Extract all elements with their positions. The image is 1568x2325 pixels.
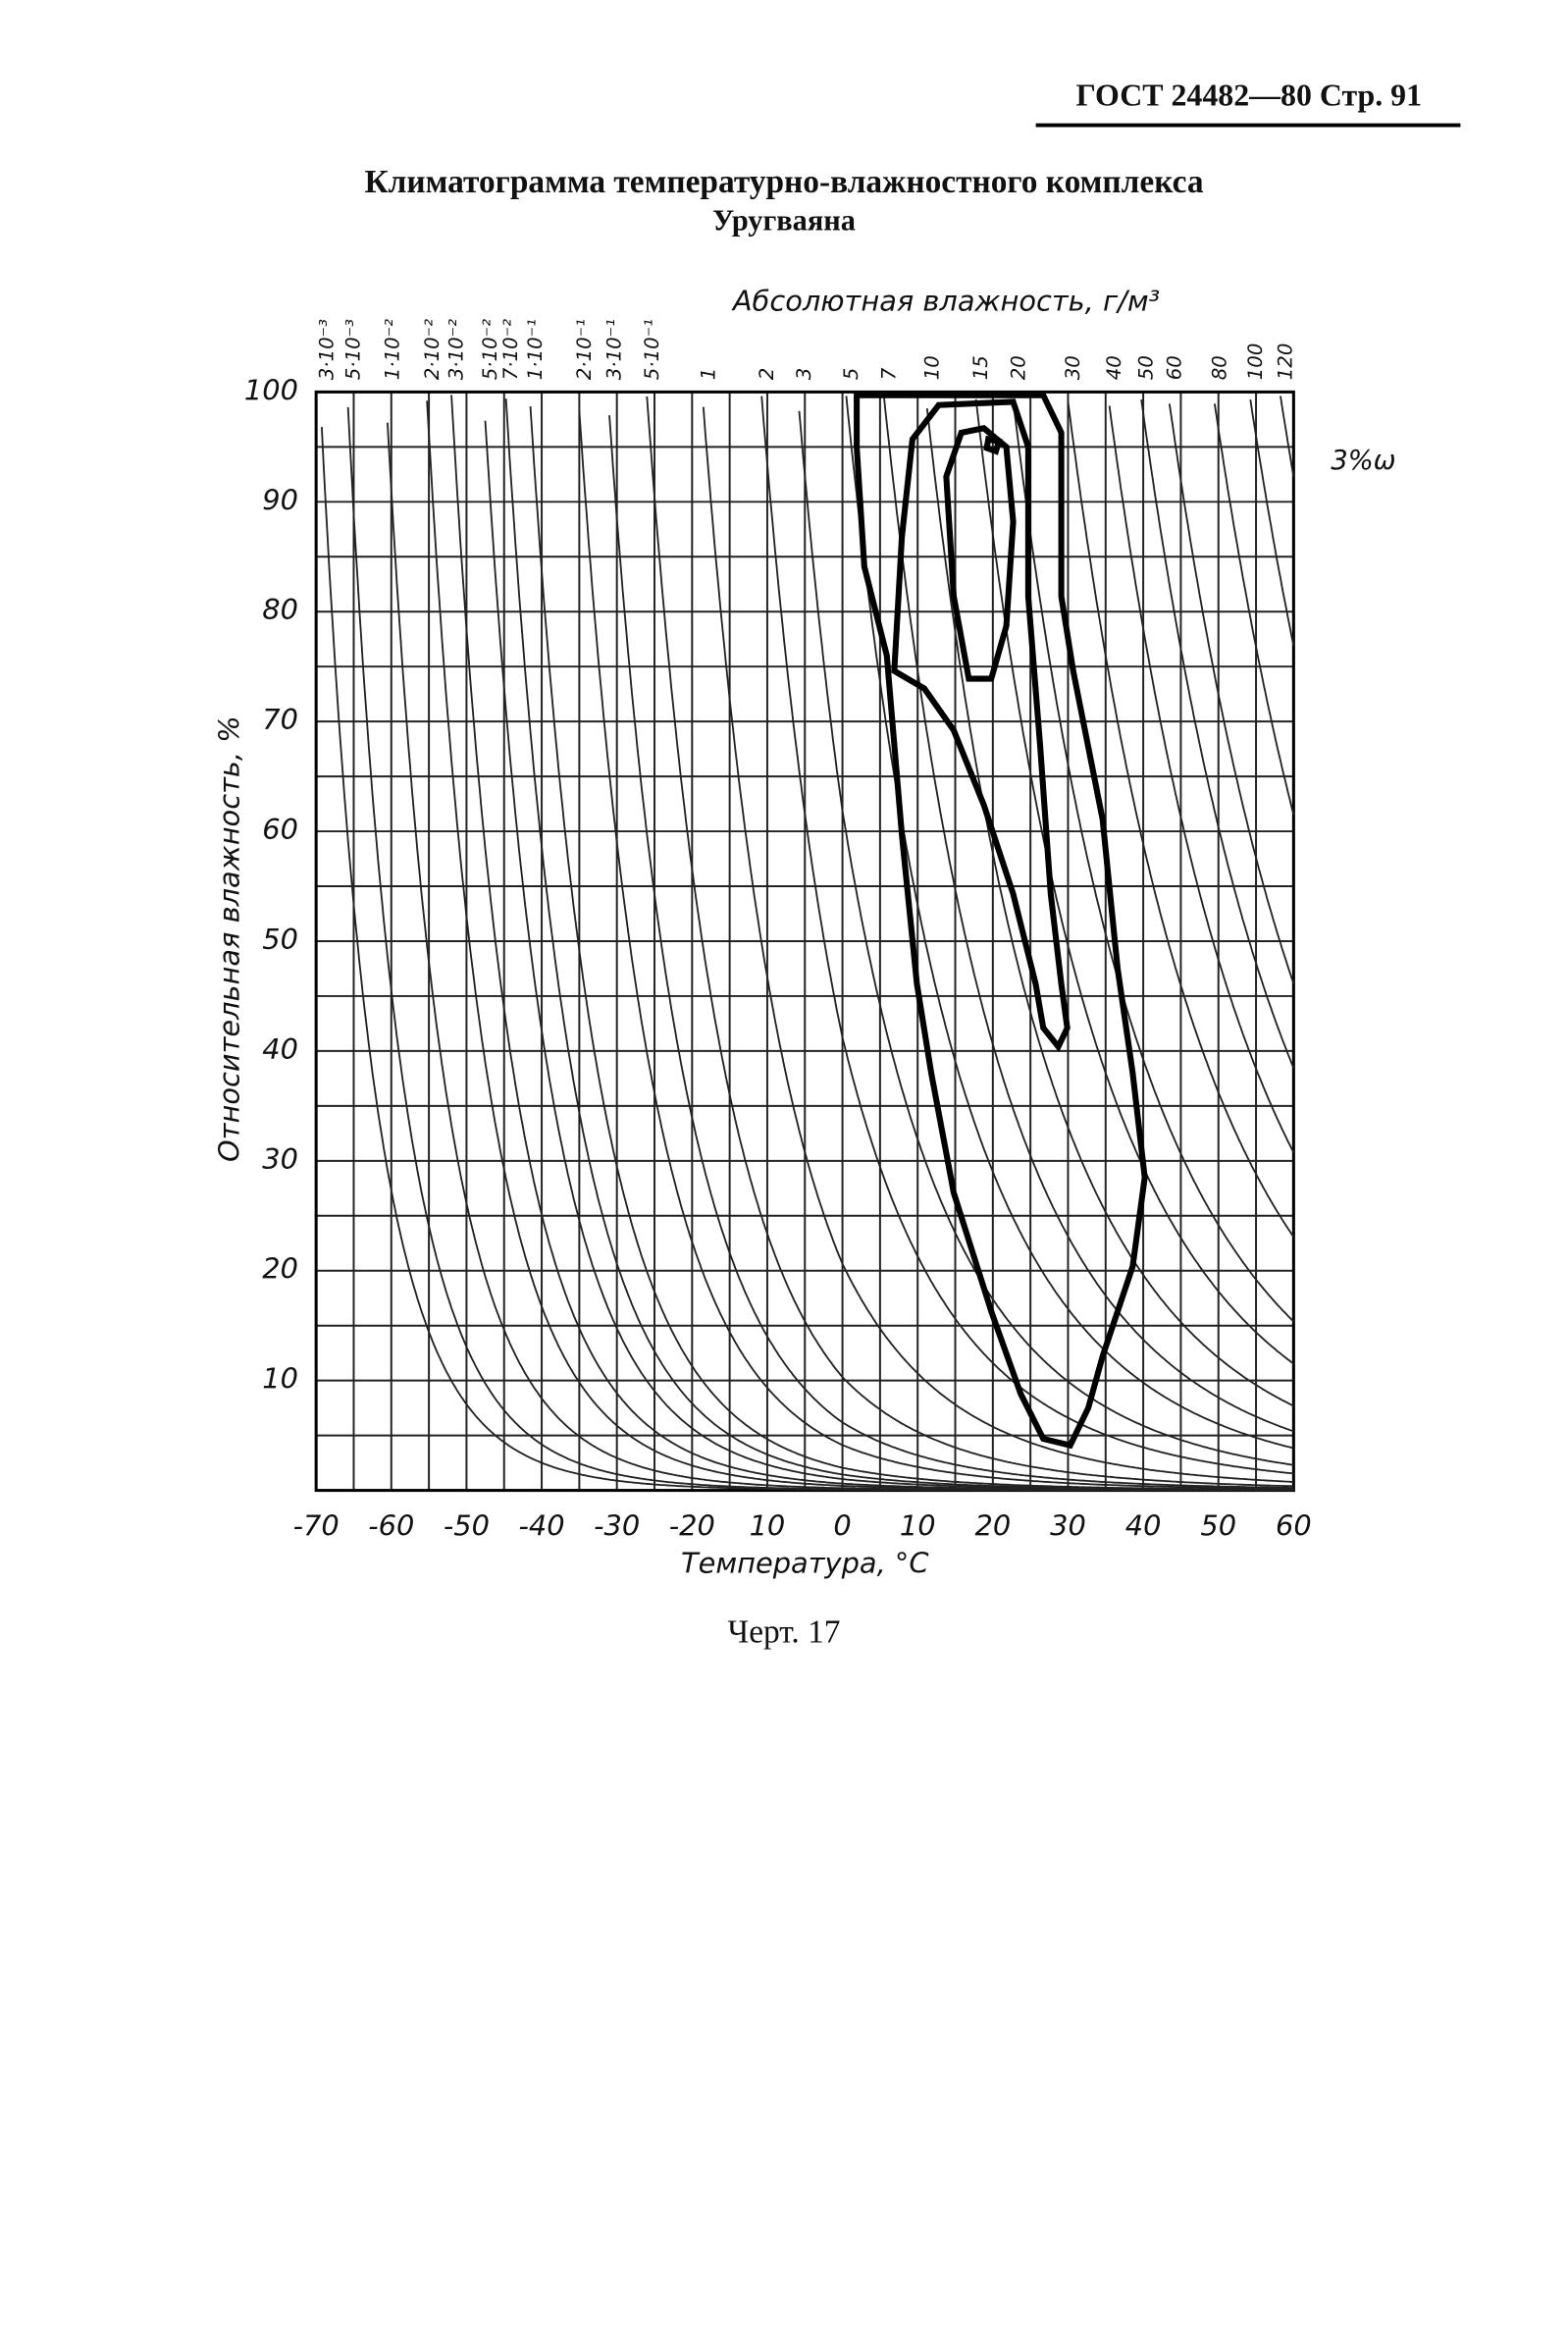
page-header: ГОСТ 24482—80 Стр. 91	[1076, 79, 1423, 113]
y-tick-label: 20	[262, 1252, 298, 1286]
abs-humidity-label: 5·10⁻²	[479, 319, 501, 380]
x-tick-label: 0	[833, 1509, 851, 1543]
x-axis-label: Температура, °С	[681, 1547, 929, 1580]
contour-line	[891, 398, 1071, 1053]
abs-humidity-label: 5·10⁻¹	[641, 319, 663, 380]
abs-humidity-line	[1249, 399, 1295, 647]
abs-humidity-label: 2·10⁻²	[421, 319, 444, 380]
x-tick-label: 10	[750, 1509, 786, 1543]
x-tick-label: -40	[518, 1509, 564, 1543]
annotation: 3%ω	[1331, 446, 1395, 476]
abs-humidity-label: 7·10⁻²	[499, 319, 522, 380]
abs-humidity-label: 40	[1103, 355, 1125, 380]
abs-humidity-label: 120	[1275, 343, 1297, 381]
abs-humidity-line	[1213, 403, 1295, 816]
contour-line	[983, 435, 1003, 455]
y-tick-label: 50	[262, 923, 298, 956]
x-tick-label: 20	[974, 1509, 1011, 1543]
abs-humidity-label: 20	[1007, 355, 1029, 380]
abs-humidity-line	[974, 398, 1294, 1365]
abs-humidity-line	[426, 400, 1294, 1492]
abs-humidity-line	[1280, 396, 1295, 477]
contour-line	[854, 392, 1148, 1450]
y-tick-label: 90	[262, 483, 298, 516]
x-tick-label: 50	[1200, 1509, 1236, 1543]
abs-humidity-line	[1067, 400, 1295, 1238]
abs-humidity-label: 3	[793, 368, 815, 381]
abs-humidity-line	[1140, 399, 1295, 1069]
x-tick-label: -20	[669, 1509, 715, 1543]
abs-humidity-line	[578, 410, 1294, 1490]
abs-humidity-label: 3·10⁻²	[445, 319, 468, 380]
x-tick-label: 30	[1050, 1509, 1086, 1543]
x-tick-label: 60	[1276, 1509, 1312, 1543]
abs-humidity-line	[1108, 405, 1295, 1153]
abs-humidity-label: 3·10⁻³	[315, 319, 338, 380]
abs-humidity-label: 10	[920, 355, 943, 380]
abs-humidity-label: 2·10⁻¹	[573, 319, 596, 380]
abs-humidity-label: 80	[1208, 355, 1230, 380]
abs-humidity-label: 2	[756, 368, 778, 381]
y-tick-label: 30	[262, 1142, 298, 1176]
x-tick-label: -30	[594, 1509, 640, 1543]
abs-humidity-line	[646, 396, 1294, 1488]
abs-humidity-line	[925, 407, 1294, 1407]
abs-humidity-line	[386, 422, 1294, 1492]
abs-humidity-label: 7	[877, 367, 900, 380]
y-axis-label: Относительная влажность, %	[213, 715, 246, 1162]
caption: Черт. 17	[728, 1614, 841, 1651]
chart-subtitle: Уругваяна	[712, 204, 856, 238]
contour-line	[943, 425, 1017, 682]
abs-humidity-line	[608, 415, 1294, 1489]
chart-title: Климатограмма температурно-влажностного …	[364, 164, 1203, 200]
x-tick-label: 10	[900, 1509, 936, 1543]
abs-humidity-line	[1012, 403, 1295, 1323]
x-tick-label: -60	[368, 1509, 414, 1543]
abs-humidity-label: 100	[1244, 343, 1267, 381]
abs-humidity-line	[882, 395, 1294, 1433]
abs-humidity-label: 1	[697, 368, 719, 381]
plot-area: -70 -60 -50 -40 -30 -20 10 0 10 20 30 40 50 601020304…	[244, 319, 1312, 1543]
y-tick-label: 80	[262, 593, 298, 626]
abs-humidity-label: 1·10⁻¹	[524, 319, 547, 380]
abs-humidity-line	[760, 396, 1294, 1475]
abs-humidity-label: 1·10⁻²	[382, 319, 404, 380]
abs-humidity-label: 5	[840, 368, 862, 381]
abs-humidity-line	[798, 410, 1294, 1466]
abs-humidity-label: 60	[1163, 355, 1185, 380]
abs-humidity-label: 30	[1062, 355, 1084, 380]
plot-frame	[314, 390, 1295, 1493]
top-axis-label: Абсолютная влажность, г/м³	[731, 284, 1160, 317]
y-tick-label: 40	[262, 1032, 298, 1066]
abs-humidity-label: 3·10⁻¹	[603, 319, 626, 380]
abs-humidity-label: 5·10⁻³	[341, 319, 364, 380]
abs-humidity-line	[702, 406, 1294, 1483]
abs-humidity-line	[346, 406, 1294, 1492]
y-tick-label: 10	[262, 1362, 298, 1396]
x-tick-label: -70	[293, 1509, 340, 1543]
abs-humidity-line	[845, 396, 1294, 1450]
abs-humidity-label: 50	[1135, 355, 1158, 380]
x-tick-label: -50	[444, 1509, 490, 1543]
x-tick-label: 40	[1125, 1509, 1162, 1543]
abs-humidity-line	[1168, 403, 1295, 984]
y-tick-label: 100	[244, 373, 298, 406]
abs-humidity-line	[529, 406, 1294, 1491]
y-tick-label: 70	[262, 703, 298, 736]
y-tick-label: 60	[262, 813, 298, 846]
abs-humidity-line	[321, 427, 1294, 1492]
abs-humidity-label: 15	[969, 355, 992, 380]
